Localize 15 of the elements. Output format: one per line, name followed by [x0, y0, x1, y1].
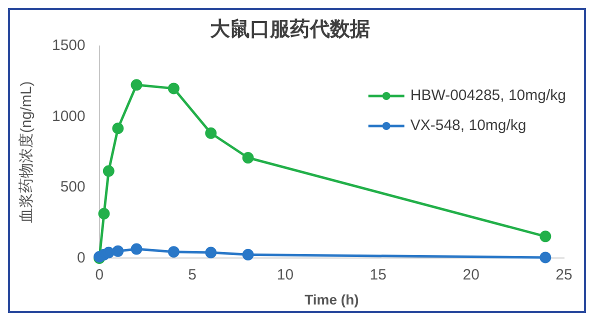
y-tick-label: 1500: [52, 37, 86, 54]
y-tick-label: 500: [60, 178, 86, 196]
x-tick-label: 15: [370, 266, 386, 284]
x-tick-label: 10: [276, 266, 294, 284]
y-tick-label: 1000: [52, 108, 86, 125]
y-tick-label: 0: [77, 249, 86, 266]
x-tick-label: 0: [95, 266, 104, 284]
chart-title: 大鼠口服药代数据: [210, 18, 370, 41]
y-axis-title: 血浆药物浓度(ng/mL): [18, 81, 36, 223]
x-tick-label: 5: [188, 266, 196, 284]
x-tick-label: 20: [462, 266, 480, 284]
legend-label: HBW-004285, 10mg/kg: [410, 87, 566, 104]
legend-label: VX-548, 10mg/kg: [410, 117, 526, 134]
x-axis-title: Time (h): [304, 291, 359, 308]
x-tick-label: 25: [556, 266, 572, 284]
